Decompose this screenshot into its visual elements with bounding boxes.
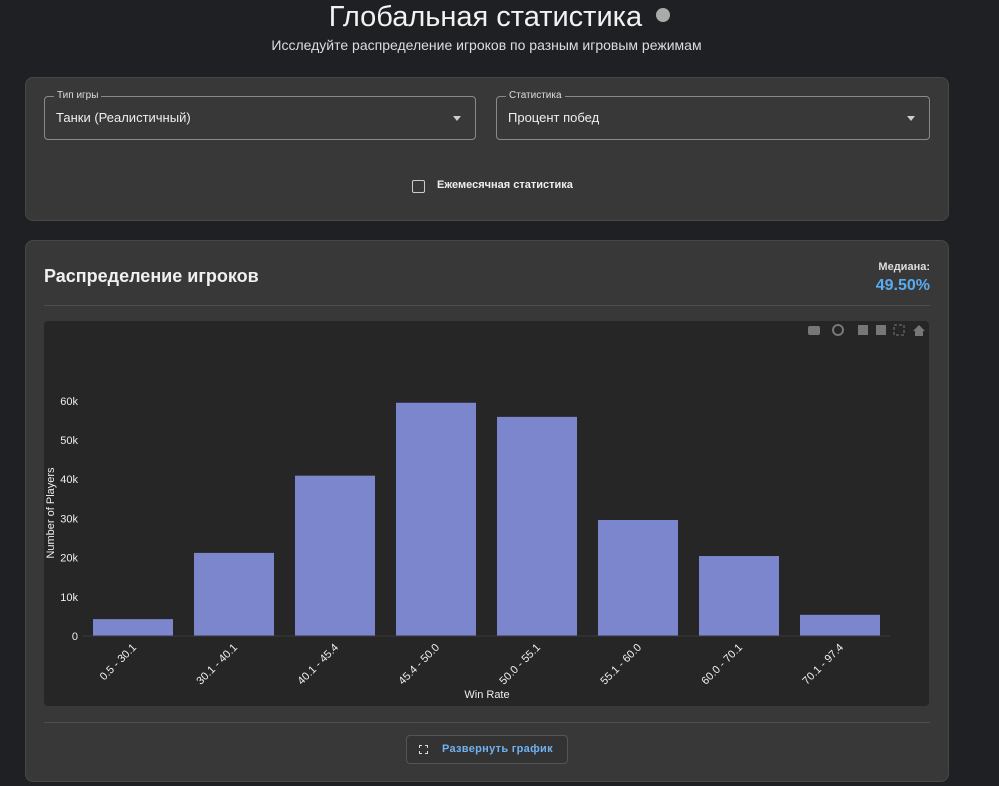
zoom-out-icon[interactable]	[876, 325, 886, 335]
x-axis-title: Win Rate	[464, 689, 509, 701]
divider	[44, 305, 930, 306]
expand-icon	[419, 745, 428, 754]
field-value: Танки (Реалистичный)	[56, 110, 191, 125]
dropdown-arrow	[453, 116, 461, 121]
autoscale-icon[interactable]	[893, 324, 905, 336]
bar	[93, 619, 173, 636]
checkbox-label[interactable]: Ежемесячная статистика	[437, 179, 573, 191]
panel-title: Распределение игроков	[44, 266, 259, 286]
field-value: Процент побед	[508, 110, 600, 125]
dropdown-arrow	[907, 116, 915, 121]
modebar	[808, 324, 925, 336]
page-title: Глобальная статистика	[328, 1, 643, 33]
statistic-select[interactable]: Статистика Процент побед	[496, 90, 930, 140]
home-icon[interactable]	[913, 325, 925, 336]
bar	[598, 519, 678, 636]
expand-button[interactable]: Развернуть график	[406, 735, 568, 764]
y-tick-label: 30k	[60, 513, 78, 525]
checkbox[interactable]	[412, 180, 425, 193]
median-label: Медиана:	[878, 261, 930, 273]
divider	[44, 722, 930, 723]
bar	[396, 402, 476, 636]
bar	[295, 475, 375, 636]
button-label: Развернуть график	[442, 743, 553, 755]
chart: Win Rate Number of Players 0 10k 20k 30k 40k…	[44, 321, 929, 706]
zoom-in-icon[interactable]	[858, 325, 868, 335]
y-tick-label: 60k	[60, 396, 78, 408]
info-icon[interactable]	[656, 8, 671, 23]
field-label: Статистика	[506, 90, 565, 101]
bar	[699, 556, 779, 636]
bar	[800, 614, 880, 636]
y-axis-title: Number of Players	[45, 467, 57, 559]
field-label: Тип игры	[54, 90, 102, 101]
y-tick-label: 40k	[60, 474, 78, 486]
y-tick-label: 50k	[60, 435, 78, 447]
bar	[194, 552, 274, 636]
page-subtitle: Исследуйте распределение игроков по разн…	[271, 37, 702, 53]
plot-background	[44, 321, 929, 706]
header: Глобальная статистика	[0, 1, 999, 34]
camera-icon[interactable]	[808, 326, 820, 335]
y-tick-label: 20k	[60, 553, 78, 565]
bar	[497, 416, 577, 636]
game-type-select[interactable]: Тип игры Танки (Реалистичный)	[44, 90, 476, 140]
y-tick-label: 0	[72, 631, 78, 643]
filters-card: Тип игры Танки (Реалистичный) Статистика…	[25, 77, 949, 221]
zoom-icon[interactable]	[832, 324, 844, 336]
y-tick-label: 10k	[60, 592, 78, 604]
median-value: 49.50%	[875, 277, 930, 294]
